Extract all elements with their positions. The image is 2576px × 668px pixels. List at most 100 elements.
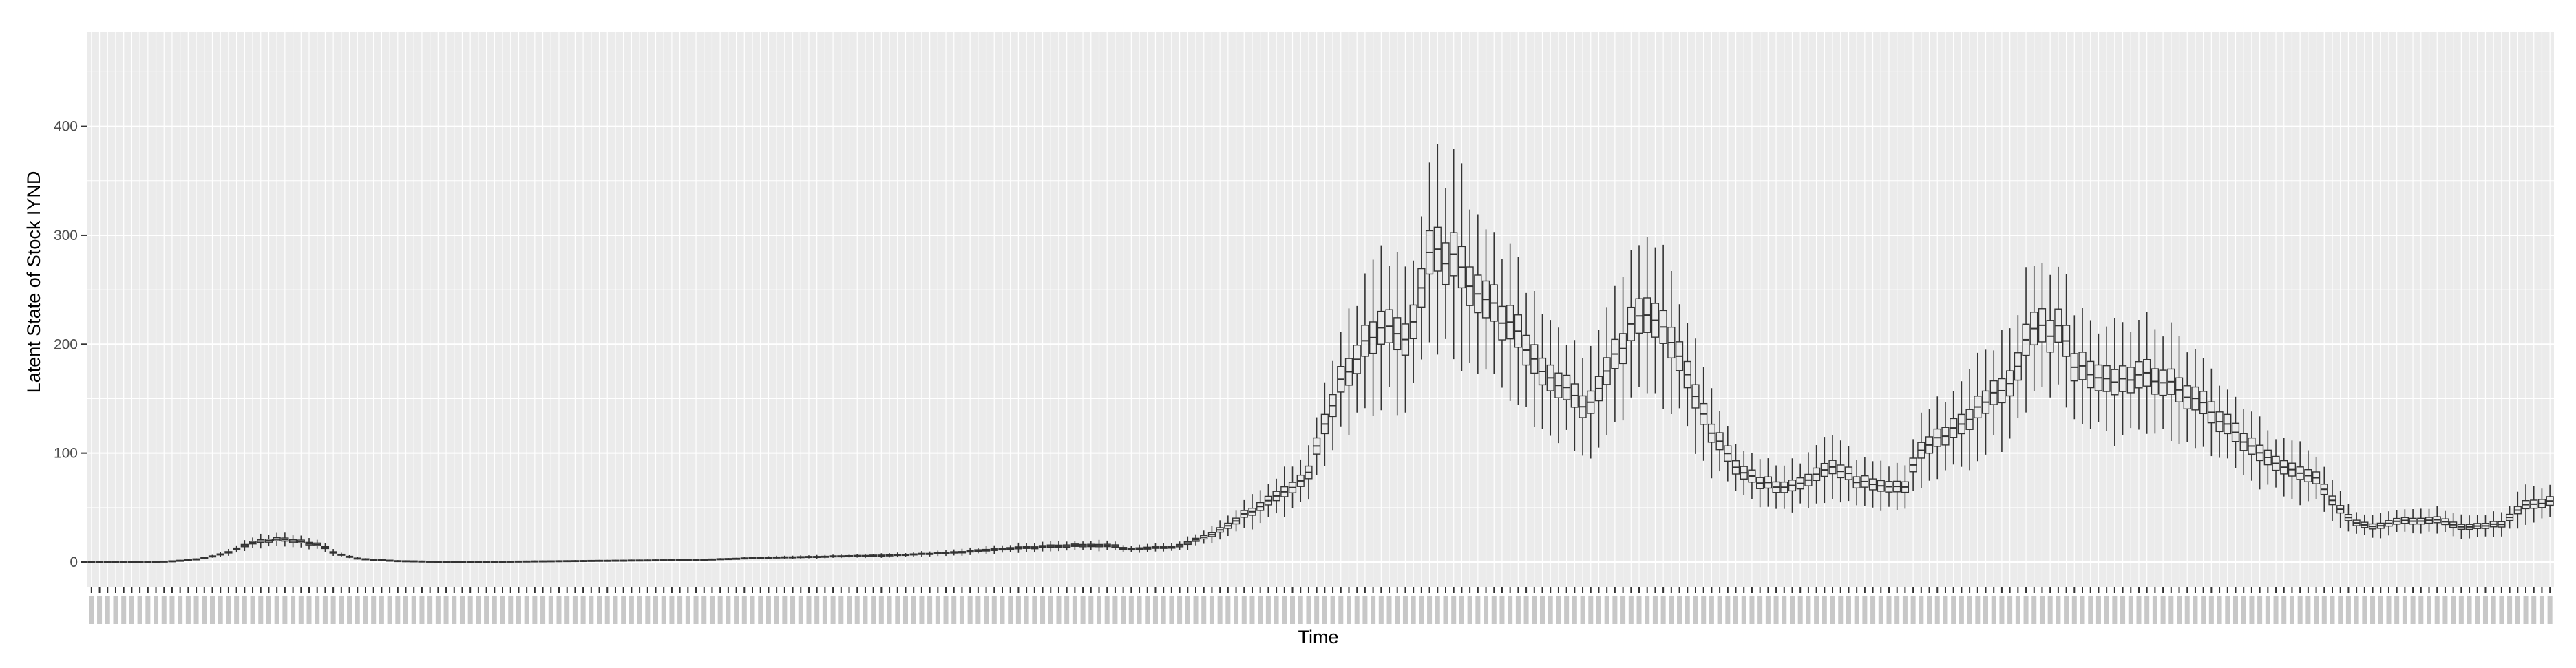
x-tick-label bbox=[2136, 596, 2142, 624]
x-tick-label bbox=[1177, 596, 1183, 624]
x-tick-label bbox=[556, 596, 562, 624]
x-tick-label bbox=[927, 596, 933, 624]
x-tick-label bbox=[2338, 596, 2343, 624]
x-tick-label bbox=[202, 596, 207, 624]
x-tick-label bbox=[2273, 596, 2279, 624]
x-tick-label bbox=[137, 596, 142, 624]
x-tick-label bbox=[266, 596, 271, 624]
x-tick-label bbox=[2031, 596, 2037, 624]
y-tick-label: 200 bbox=[54, 336, 78, 352]
x-tick-label bbox=[500, 596, 505, 624]
x-tick-label bbox=[1290, 596, 1296, 624]
x-tick-label bbox=[435, 596, 441, 624]
x-tick-label bbox=[1725, 596, 1731, 624]
x-tick-label bbox=[1717, 596, 1722, 624]
x-tick-label bbox=[1451, 596, 1457, 624]
x-tick-label bbox=[1354, 596, 1360, 624]
x-tick-label bbox=[250, 596, 255, 624]
x-tick-label bbox=[403, 596, 409, 624]
x-tick-label bbox=[89, 596, 94, 624]
x-tick-label bbox=[1072, 596, 1077, 624]
x-tick-label bbox=[854, 596, 860, 624]
x-tick-label bbox=[2217, 596, 2222, 624]
x-tick-label bbox=[242, 596, 247, 624]
x-tick-label bbox=[1927, 596, 1932, 624]
x-tick-label bbox=[419, 596, 425, 624]
x-tick-label bbox=[1612, 596, 1618, 624]
x-tick-label bbox=[178, 596, 183, 624]
x-tick-label bbox=[1685, 596, 1690, 624]
x-tick-label bbox=[1959, 596, 1964, 624]
x-tick-label bbox=[589, 596, 594, 624]
x-tick-label bbox=[1999, 596, 2005, 624]
x-tick-label bbox=[1306, 596, 1311, 624]
x-tick-label bbox=[2507, 596, 2513, 624]
boxplot-series bbox=[87, 144, 2554, 563]
x-tick-label bbox=[1636, 596, 1642, 624]
x-tick-label bbox=[637, 596, 642, 624]
x-tick-label bbox=[395, 596, 401, 624]
x-tick-label bbox=[1967, 596, 1972, 624]
x-tick-label bbox=[467, 596, 473, 624]
x-tick-label bbox=[508, 596, 514, 624]
x-tick-label bbox=[1282, 596, 1287, 624]
x-tick-label bbox=[564, 596, 570, 624]
x-tick-label bbox=[1693, 596, 1698, 624]
x-tick-label bbox=[2064, 596, 2069, 624]
x-tick-label bbox=[1048, 596, 1053, 624]
x-tick-label bbox=[2177, 596, 2182, 624]
x-tick-label bbox=[218, 596, 223, 624]
x-tick-label bbox=[1846, 596, 1851, 624]
x-tick-label bbox=[2547, 596, 2553, 624]
x-tick-label bbox=[1378, 596, 1384, 624]
x-tick-label bbox=[2281, 596, 2287, 624]
x-tick-label bbox=[1652, 596, 1658, 624]
x-tick-label bbox=[2249, 596, 2255, 624]
x-tick-label bbox=[540, 596, 546, 624]
x-tick-label bbox=[1338, 596, 1344, 624]
x-tick-label bbox=[1484, 596, 1489, 624]
x-tick-label bbox=[113, 596, 118, 624]
x-tick-label bbox=[1346, 596, 1351, 624]
x-tick-label bbox=[1660, 596, 1666, 624]
x-tick-label bbox=[2104, 596, 2109, 624]
x-tick-label bbox=[1588, 596, 1594, 624]
x-tick-label bbox=[2023, 596, 2029, 624]
x-tick-label bbox=[1870, 596, 1876, 624]
x-tick-label bbox=[2193, 596, 2198, 624]
x-tick-label bbox=[1765, 596, 1771, 624]
x-tick-label bbox=[2499, 596, 2504, 624]
x-tick-label bbox=[726, 596, 731, 624]
x-tick-label bbox=[2168, 596, 2174, 624]
x-tick-label bbox=[2330, 596, 2335, 624]
x-tick-label bbox=[459, 596, 465, 624]
x-tick-label bbox=[766, 596, 771, 624]
x-tick-label bbox=[1112, 596, 1118, 624]
x-tick-label bbox=[492, 596, 497, 624]
x-tick-label bbox=[291, 596, 296, 624]
x-tick-label bbox=[2402, 596, 2407, 624]
y-tick-label: 300 bbox=[54, 228, 78, 244]
x-tick-label bbox=[1475, 596, 1481, 624]
x-tick-label bbox=[1943, 596, 1948, 624]
x-tick-label bbox=[1523, 596, 1529, 624]
x-tick-label bbox=[379, 596, 384, 624]
x-tick-label bbox=[613, 596, 618, 624]
x-tick-label bbox=[2039, 596, 2045, 624]
x-tick-label bbox=[2007, 596, 2013, 624]
x-tick-label bbox=[1934, 596, 1940, 624]
x-tick-label bbox=[1669, 596, 1674, 624]
x-tick-label bbox=[572, 596, 578, 624]
x-tick-label bbox=[2394, 596, 2400, 624]
x-tick-label bbox=[371, 596, 377, 624]
x-tick-label bbox=[2088, 596, 2093, 624]
x-tick-label bbox=[2451, 596, 2456, 624]
x-tick-label bbox=[1104, 596, 1110, 624]
x-tick-label bbox=[1951, 596, 1956, 624]
x-tick-label bbox=[347, 596, 352, 624]
x-tick-label bbox=[1499, 596, 1505, 624]
x-tick-label bbox=[1467, 596, 1472, 624]
x-tick-label bbox=[597, 596, 602, 624]
x-tick-label bbox=[1822, 596, 1827, 624]
x-tick-label bbox=[717, 596, 723, 624]
